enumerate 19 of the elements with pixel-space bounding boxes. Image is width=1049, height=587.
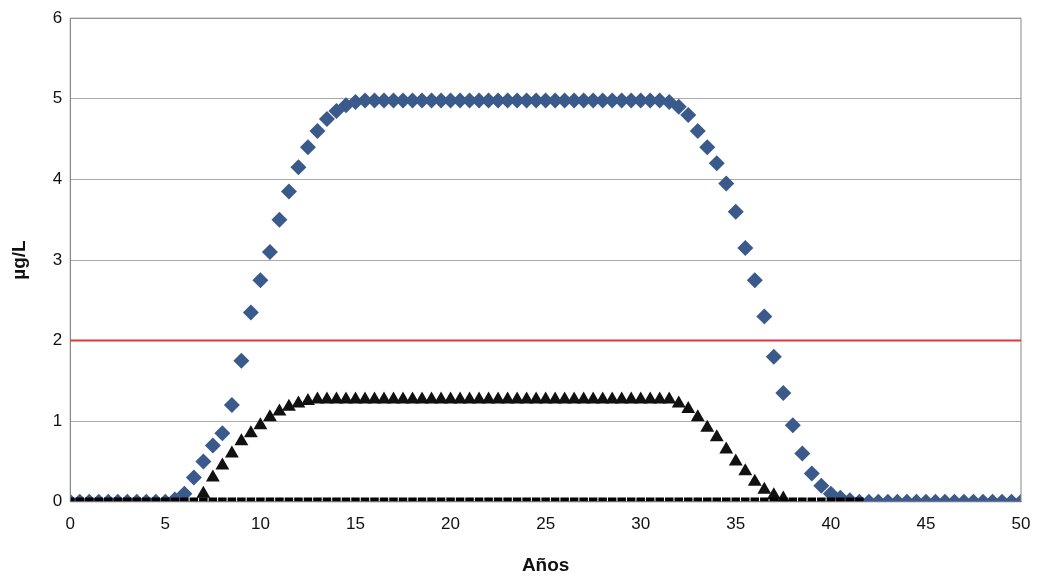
x-axis-title: Años xyxy=(521,553,570,575)
y-tick-label: 5 xyxy=(52,88,63,108)
x-tick-label: 30 xyxy=(631,513,651,533)
x-tick-label: 15 xyxy=(346,513,365,533)
x-tick-label: 45 xyxy=(916,513,936,533)
y-tick-label: 4 xyxy=(52,169,63,189)
x-tick-label: 10 xyxy=(250,513,270,533)
x-tick-label: 5 xyxy=(160,513,171,533)
x-tick-label: 20 xyxy=(441,513,461,533)
y-tick-label: 3 xyxy=(52,249,63,269)
x-tick-label: 50 xyxy=(1011,513,1031,533)
y-tick-label: 1 xyxy=(52,410,63,430)
x-tick-label: 25 xyxy=(536,513,556,533)
y-tick-label: 0 xyxy=(52,491,63,511)
y-tick-label: 6 xyxy=(52,7,63,27)
x-tick-label: 40 xyxy=(821,513,841,533)
y-tick-label: 2 xyxy=(52,330,63,350)
y-axis-title: µg/L xyxy=(7,239,29,280)
x-tick-label: 35 xyxy=(726,513,746,533)
